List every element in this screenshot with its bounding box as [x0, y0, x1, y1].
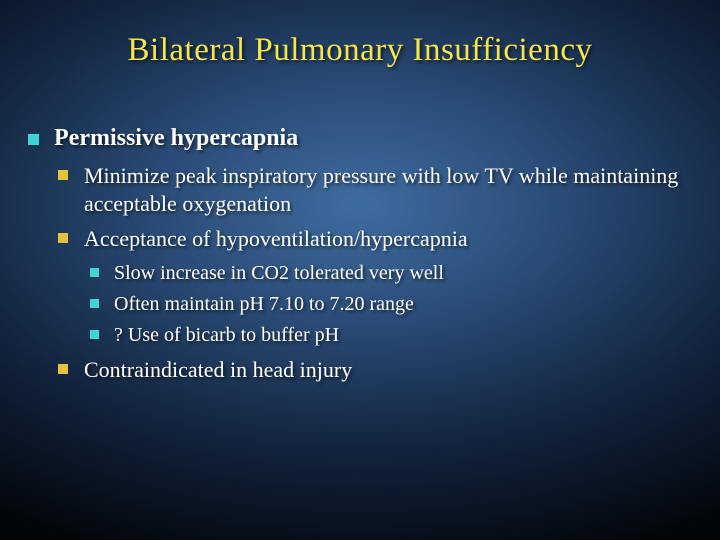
list-item: Often maintain pH 7.10 to 7.20 range	[84, 292, 696, 317]
slide: Bilateral Pulmonary Insufficiency Permis…	[0, 0, 720, 540]
list-item: Contraindicated in head injury	[54, 356, 696, 384]
slide-title: Bilateral Pulmonary Insufficiency	[24, 32, 696, 69]
list-item: Permissive hypercapnia Minimize peak ins…	[24, 125, 696, 383]
bullet-list-level2: Minimize peak inspiratory pressure with …	[54, 162, 696, 383]
list-item: Minimize peak inspiratory pressure with …	[54, 162, 696, 217]
list-item: Acceptance of hypoventilation/hypercapni…	[54, 225, 696, 348]
bullet-text: Minimize peak inspiratory pressure with …	[84, 163, 678, 216]
bullet-text: ? Use of bicarb to buffer pH	[114, 324, 339, 346]
list-item: ? Use of bicarb to buffer pH	[84, 323, 696, 348]
bullet-text: Slow increase in CO2 tolerated very well	[114, 262, 444, 284]
bullet-text: Permissive hypercapnia	[54, 125, 298, 151]
bullet-list-level1: Permissive hypercapnia Minimize peak ins…	[24, 125, 696, 383]
bullet-text: Often maintain pH 7.10 to 7.20 range	[114, 293, 414, 315]
bullet-text: Acceptance of hypoventilation/hypercapni…	[84, 226, 468, 251]
list-item: Slow increase in CO2 tolerated very well	[84, 261, 696, 286]
bullet-list-level3: Slow increase in CO2 tolerated very well…	[84, 261, 696, 348]
bullet-text: Contraindicated in head injury	[84, 357, 352, 382]
